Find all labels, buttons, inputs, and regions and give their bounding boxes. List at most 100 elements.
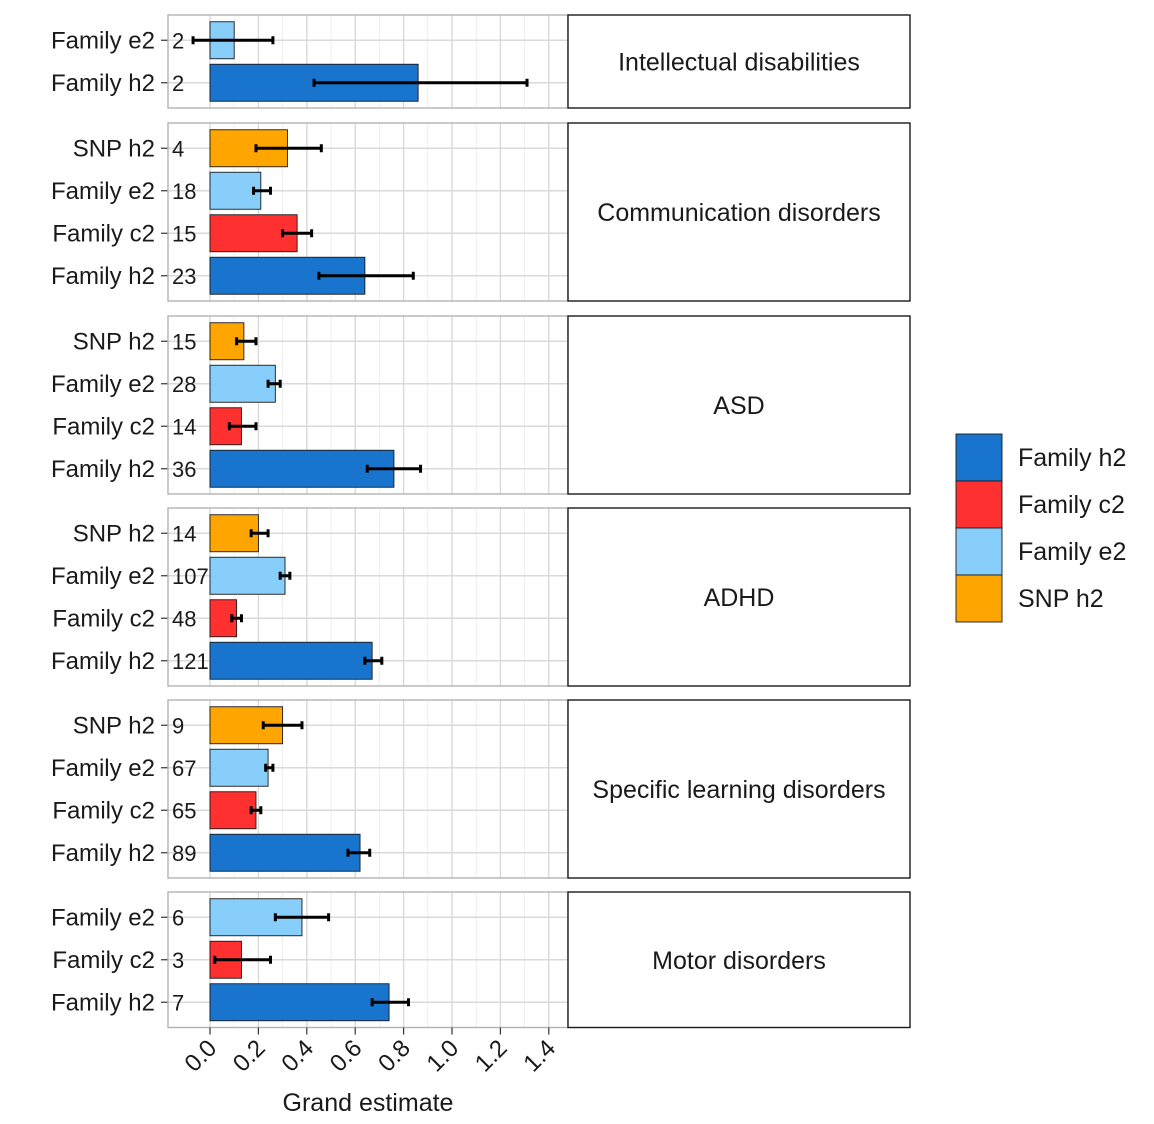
x-tick-label: 0.2 — [228, 1035, 271, 1078]
facet-strip — [567, 507, 911, 687]
bar-family-c2 — [209, 791, 257, 830]
error-bar — [261, 721, 304, 730]
bar-family-h2 — [209, 641, 373, 680]
facet-panel: 4 SNP h2 18 Family e2 15 Family c2 23 Family h2… — [51, 122, 911, 302]
facet-strip-title: Intellectual disabilities — [618, 49, 860, 77]
sample-count-label: 14 — [172, 521, 196, 546]
sample-count-label: 6 — [172, 905, 184, 930]
sample-count-label: 107 — [172, 564, 209, 589]
sample-count-label: 15 — [172, 221, 196, 246]
x-tick-label: 1.0 — [422, 1035, 465, 1078]
error-bar — [249, 529, 270, 538]
error-bar — [227, 422, 258, 431]
bar-family-h2 — [209, 833, 361, 872]
sample-count-label: 4 — [172, 136, 184, 161]
sample-count-label: 15 — [172, 329, 196, 354]
y-tick-label: Family e2 — [51, 563, 155, 590]
error-bar — [264, 763, 275, 772]
error-bar — [317, 271, 415, 280]
error-bar — [230, 614, 243, 623]
bar-family-e2 — [209, 748, 269, 787]
y-tick-label: Family e2 — [51, 178, 155, 205]
sample-count-label: 23 — [172, 264, 196, 289]
facet-strip-title: ASD — [713, 392, 764, 420]
y-tick-label: Family c2 — [52, 413, 155, 440]
sample-count-label: 65 — [172, 798, 196, 823]
facet-strip — [567, 14, 911, 109]
facet-strip-title: Motor disorders — [652, 947, 826, 975]
error-bar — [273, 913, 331, 922]
facet-panel: 6 Family e2 3 Family c2 7 Family h2 Motor diso… — [51, 891, 911, 1029]
y-tick-label: Family c2 — [52, 220, 155, 247]
legend-label: SNP h2 — [1018, 585, 1104, 613]
x-tick-label: 0.0 — [180, 1035, 223, 1078]
error-bar — [365, 464, 423, 473]
y-tick-label: SNP h2 — [73, 520, 155, 547]
bar-family-h2 — [209, 983, 390, 1022]
y-tick-label: Family h2 — [51, 648, 155, 675]
y-tick-label: Family e2 — [51, 904, 155, 931]
facet-strip — [567, 315, 911, 495]
error-bar — [213, 955, 272, 964]
sample-count-label: 7 — [172, 990, 184, 1015]
sample-count-label: 9 — [172, 713, 184, 738]
facet-panel: 14 SNP h2 107 Family e2 48 Family c2 121 Family… — [51, 507, 911, 687]
facet-strip — [567, 891, 911, 1029]
error-bar — [370, 998, 410, 1007]
legend-label: Family e2 — [1018, 538, 1126, 566]
sample-count-label: 36 — [172, 457, 196, 482]
x-axis-title: Grand estimate — [283, 1089, 454, 1117]
error-bar — [252, 186, 272, 195]
sample-count-label: 3 — [172, 948, 184, 973]
facet-panel: 2 Family e2 2 Family h2 Intellectual disabil… — [51, 14, 911, 109]
facet-panel: 15 SNP h2 28 Family e2 14 Family c2 36 Family h… — [51, 315, 911, 495]
error-bar — [363, 656, 384, 665]
y-tick-label: Family h2 — [51, 989, 155, 1016]
y-tick-label: Family e2 — [51, 371, 155, 398]
bar-family-e2 — [209, 364, 276, 403]
facet-strip-title: ADHD — [704, 584, 775, 612]
y-tick-label: Family c2 — [52, 605, 155, 632]
bar-family-e2 — [209, 556, 286, 595]
y-tick-label: Family e2 — [51, 27, 155, 54]
error-bar — [191, 36, 275, 45]
y-tick-label: Family c2 — [52, 947, 155, 974]
sample-count-label: 2 — [172, 28, 184, 53]
y-tick-label: SNP h2 — [73, 328, 155, 355]
facet-strip — [567, 122, 911, 302]
error-bar — [266, 379, 282, 388]
sample-count-label: 48 — [172, 606, 196, 631]
facet-strip-title: Specific learning disorders — [592, 776, 885, 804]
y-tick-label: SNP h2 — [73, 135, 155, 162]
sample-count-label: 67 — [172, 756, 196, 781]
x-tick-label: 0.8 — [373, 1035, 416, 1078]
legend-label: Family c2 — [1018, 491, 1125, 519]
y-tick-label: Family h2 — [51, 263, 155, 290]
panels: 2 Family e2 2 Family h2 Intellectual disabil… — [51, 14, 911, 1029]
x-axis: 0.0 0.2 0.4 0.6 0.8 1.0 1.2 1.4 Grand estimate — [180, 1027, 561, 1117]
x-tick-label: 0.6 — [325, 1035, 368, 1078]
y-tick-label: Family c2 — [52, 797, 155, 824]
legend-swatch — [955, 527, 1003, 576]
legend-swatch — [955, 574, 1003, 623]
error-bar — [278, 571, 292, 580]
facet-strip-title: Communication disorders — [597, 199, 880, 227]
sample-count-label: 89 — [172, 841, 196, 866]
y-tick-label: Family h2 — [51, 840, 155, 867]
sample-count-label: 121 — [172, 649, 209, 674]
y-tick-label: Family h2 — [51, 456, 155, 483]
error-bar — [249, 806, 263, 815]
y-tick-label: Family h2 — [51, 70, 155, 97]
bar-family-h2 — [209, 449, 395, 488]
x-tick-label: 1.2 — [470, 1035, 513, 1078]
sample-count-label: 2 — [172, 71, 184, 96]
error-bar — [312, 78, 529, 87]
error-bar — [346, 848, 372, 857]
facet-strip — [567, 699, 911, 879]
sample-count-label: 14 — [172, 414, 196, 439]
sample-count-label: 28 — [172, 372, 196, 397]
legend-swatch — [955, 433, 1003, 482]
error-bar — [235, 337, 258, 346]
error-bar — [254, 144, 323, 153]
